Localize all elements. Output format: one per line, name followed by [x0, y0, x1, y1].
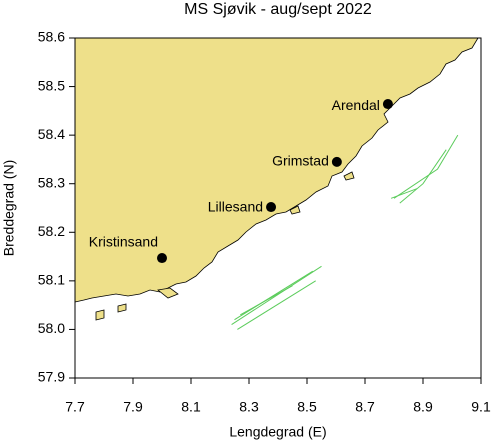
y-tick-label: 58.1: [38, 272, 65, 288]
city-label: Kristinsand: [89, 234, 158, 250]
city: [331, 156, 342, 167]
x-tick-label: 8.5: [297, 399, 317, 415]
track: [399, 149, 447, 204]
city-label: Grimstad: [272, 153, 329, 169]
x-tick-label: 9.1: [471, 399, 491, 415]
y-tick-label: 58.5: [38, 77, 65, 93]
coast: [117, 303, 127, 313]
y-tick-label: 57.9: [38, 369, 65, 385]
city-label: Lillesand: [208, 199, 263, 215]
coast: [157, 287, 179, 299]
y-axis-label: Breddegrad (N): [1, 160, 17, 257]
x-tick-label: 8.3: [239, 399, 259, 415]
y-tick-label: 58.2: [38, 223, 65, 239]
y-tick-label: 58.0: [38, 320, 65, 336]
city: [157, 253, 167, 264]
x-tick-label: 8.7: [355, 399, 375, 415]
y-tick-label: 58.4: [38, 126, 65, 142]
track: [393, 134, 459, 199]
track: [237, 280, 316, 330]
x-tick-label: 7.7: [65, 399, 85, 415]
track: [390, 188, 418, 199]
land: [74, 37, 479, 321]
y-tick-label: 58.3: [38, 174, 65, 190]
plot-frame: [74, 37, 482, 379]
x-tick-label: 7.9: [123, 399, 143, 415]
chart-title: MS Sjøvik - aug/sept 2022: [184, 1, 372, 18]
x-tick-label: 8.1: [181, 399, 201, 415]
city-label: Arendal: [332, 97, 380, 113]
city: [382, 99, 393, 110]
x-tick-label: 8.9: [413, 399, 433, 415]
track: [234, 270, 314, 321]
y-tick-label: 58.6: [38, 29, 65, 45]
coast: [74, 37, 479, 303]
track: [231, 265, 322, 325]
track: [240, 285, 293, 316]
coast: [95, 309, 105, 321]
x-axis-label: Lengdegrad (E): [229, 424, 326, 440]
city: [266, 202, 277, 213]
coast: [343, 171, 355, 181]
coast: [289, 205, 301, 215]
